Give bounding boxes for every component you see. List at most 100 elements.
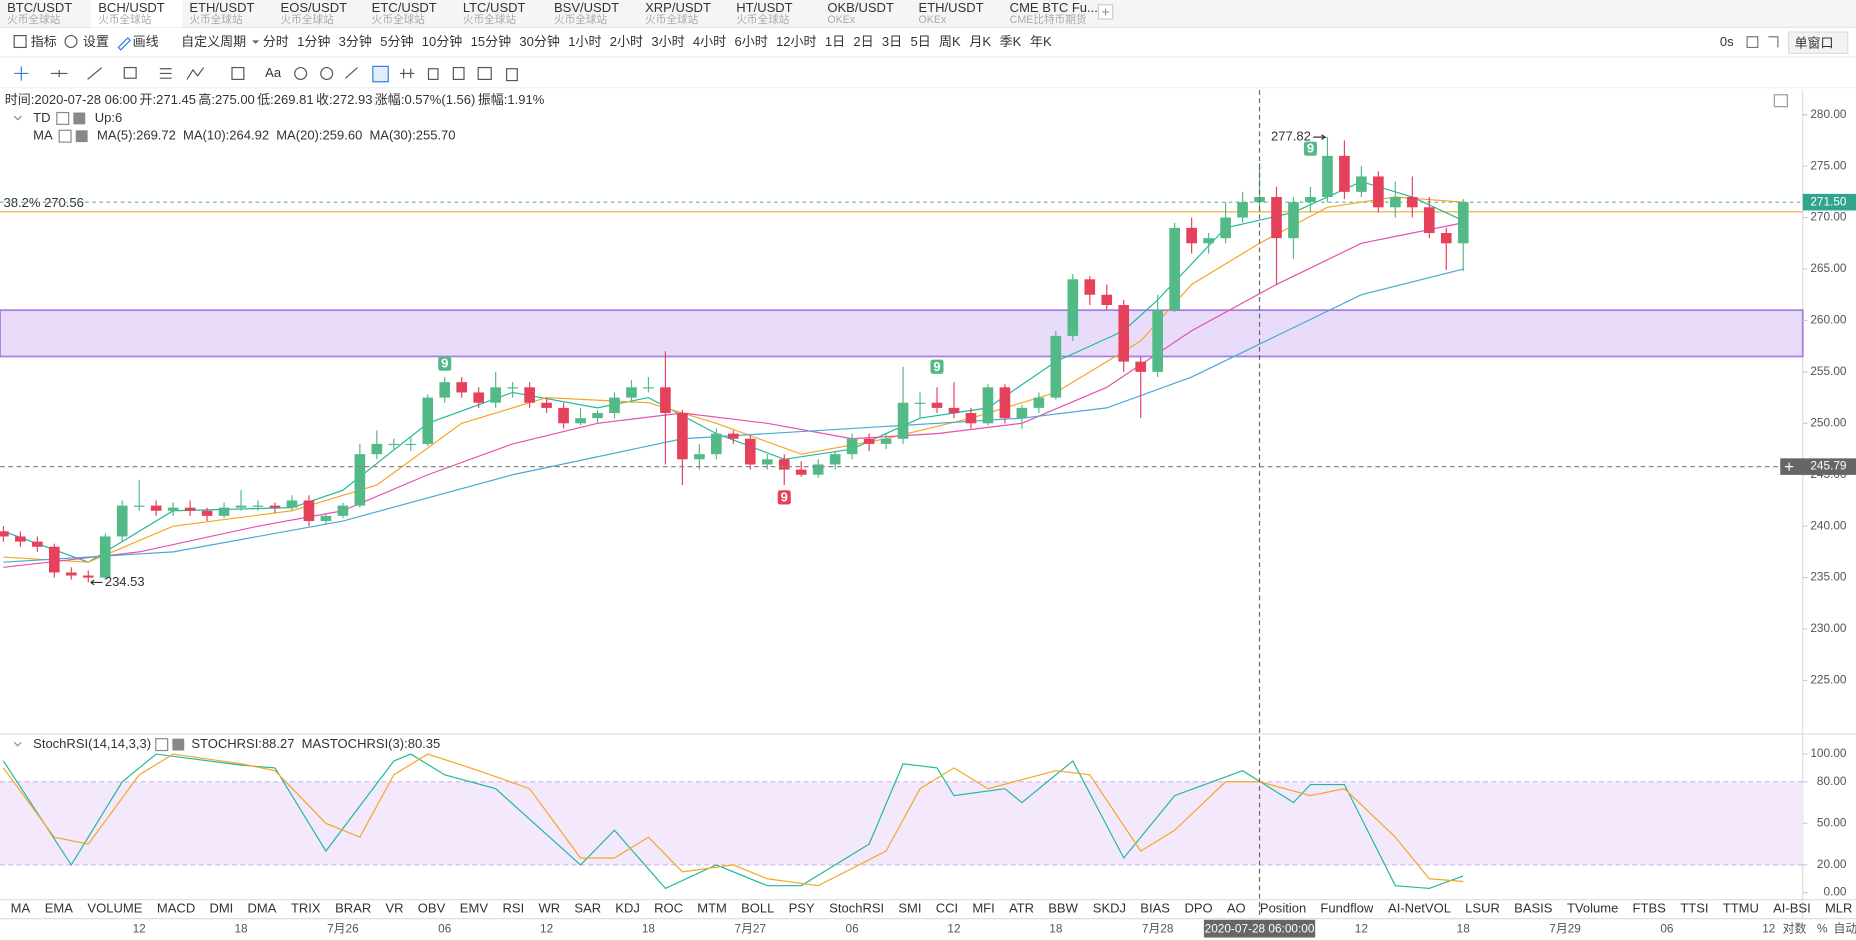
indicator-tab[interactable]: WR bbox=[538, 901, 560, 916]
tab-sub[interactable]: 火币全球站 bbox=[463, 13, 517, 26]
period-button[interactable]: 季K bbox=[1000, 34, 1022, 49]
indicator-tab[interactable]: ROC bbox=[654, 901, 683, 916]
indicator-tab[interactable]: DMA bbox=[248, 901, 277, 916]
period-button[interactable]: 10分钟 bbox=[422, 34, 463, 49]
indicator-tab[interactable]: SMI bbox=[898, 901, 921, 916]
indicator-tab[interactable]: TTMU bbox=[1723, 901, 1759, 916]
period-button[interactable]: 15分钟 bbox=[471, 34, 512, 49]
trendline-tool[interactable] bbox=[87, 67, 103, 80]
indicator-tab[interactable]: ATR bbox=[1009, 901, 1034, 916]
period-button[interactable]: 3分钟 bbox=[339, 34, 372, 49]
indicator-tab[interactable]: PSY bbox=[789, 901, 815, 916]
indicator-tab[interactable]: MLR bbox=[1825, 901, 1852, 916]
tab-name[interactable]: EOS/USDT bbox=[281, 0, 348, 15]
tab-name[interactable]: BCH/USDT bbox=[98, 0, 165, 15]
wave-tool[interactable] bbox=[186, 67, 205, 80]
magnet-tool[interactable] bbox=[294, 66, 308, 80]
lock2-tool[interactable] bbox=[427, 68, 439, 80]
indicator-tab[interactable]: VOLUME bbox=[87, 901, 142, 916]
settings-icon[interactable] bbox=[58, 129, 72, 143]
window-mode-box[interactable] bbox=[1787, 31, 1849, 54]
indicator-tab[interactable]: CCI bbox=[936, 901, 958, 916]
hide-tool[interactable] bbox=[477, 66, 492, 80]
period-button[interactable]: 5日 bbox=[910, 34, 930, 49]
period-button[interactable]: 分时 bbox=[263, 34, 289, 49]
settings-icon[interactable] bbox=[155, 738, 169, 752]
period-button[interactable]: 3日 bbox=[882, 34, 902, 49]
period-button[interactable]: 2小时 bbox=[610, 34, 643, 49]
tab-name[interactable]: XRP/USDT bbox=[645, 0, 711, 15]
pattern-tool[interactable] bbox=[400, 68, 415, 79]
indicator-tab[interactable]: SKDJ bbox=[1093, 901, 1126, 916]
period-button[interactable]: 月K bbox=[969, 34, 991, 49]
measure-tool[interactable] bbox=[231, 66, 245, 80]
crosshair-tool[interactable] bbox=[14, 66, 29, 81]
tab-name[interactable]: ETC/USDT bbox=[372, 0, 437, 15]
settings-icon[interactable] bbox=[56, 111, 70, 125]
indicator-tab[interactable]: TVolume bbox=[1567, 901, 1618, 916]
fullscreen-icon[interactable] bbox=[1773, 94, 1788, 108]
close-icon[interactable] bbox=[73, 112, 86, 125]
channel-tool[interactable] bbox=[159, 68, 172, 79]
custom-period[interactable]: 自定义周期 bbox=[181, 34, 246, 49]
close-icon[interactable] bbox=[172, 738, 185, 751]
period-button[interactable]: 年K bbox=[1030, 34, 1052, 49]
indicator-tab[interactable]: BBW bbox=[1048, 901, 1078, 916]
delete-tool[interactable] bbox=[506, 68, 518, 82]
period-button[interactable]: 6小时 bbox=[734, 34, 767, 49]
indicator-tab[interactable]: MACD bbox=[157, 901, 195, 916]
tool-button[interactable]: 设置 bbox=[83, 34, 109, 49]
indicator-tab[interactable]: Fundflow bbox=[1320, 901, 1373, 916]
indicator-tab[interactable]: BOLL bbox=[741, 901, 774, 916]
tab-sub[interactable]: 火币全球站 bbox=[736, 13, 790, 26]
indicator-tab[interactable]: KDJ bbox=[615, 901, 640, 916]
indicator-tab[interactable]: MA bbox=[11, 901, 31, 916]
text-tool[interactable]: Aa bbox=[265, 65, 282, 80]
tab-name[interactable]: OKB/USDT bbox=[827, 0, 894, 15]
indicator-tab[interactable]: BASIS bbox=[1514, 901, 1553, 916]
indicator-tab[interactable]: EMA bbox=[45, 901, 74, 916]
tab-name[interactable]: LTC/USDT bbox=[463, 0, 526, 15]
tab-name[interactable]: BTC/USDT bbox=[7, 0, 72, 15]
period-button[interactable]: 12小时 bbox=[776, 34, 817, 49]
axis-option[interactable]: 自动 bbox=[1834, 921, 1856, 935]
tab-name[interactable]: CME BTC Fu... bbox=[1010, 0, 1098, 15]
indicator-tab[interactable]: DMI bbox=[209, 901, 233, 916]
period-button[interactable]: 周K bbox=[939, 34, 961, 49]
indicator-tab[interactable]: StochRSI bbox=[829, 901, 884, 916]
tab-sub[interactable]: 火币全球站 bbox=[372, 13, 426, 26]
rect-tool[interactable] bbox=[123, 66, 137, 79]
tab-name[interactable]: HT/USDT bbox=[736, 0, 792, 15]
axis-option[interactable]: 对数 bbox=[1783, 921, 1807, 935]
tab-sub[interactable]: OKEx bbox=[827, 14, 855, 26]
indicator-tab[interactable]: OBV bbox=[418, 901, 446, 916]
indicator-tab[interactable]: BRAR bbox=[335, 901, 371, 916]
indicator-tab[interactable]: AI-BSI bbox=[1773, 901, 1811, 916]
indicator-tab[interactable]: LSUR bbox=[1465, 901, 1500, 916]
indicator-tab[interactable]: AO bbox=[1227, 901, 1246, 916]
tab-sub[interactable]: 火币全球站 bbox=[189, 13, 243, 26]
tab-name[interactable]: BSV/USDT bbox=[554, 0, 619, 15]
indicator-tab[interactable]: BIAS bbox=[1140, 901, 1170, 916]
indicator-tab[interactable]: AI-NetVOL bbox=[1388, 901, 1451, 916]
tab-sub[interactable]: 火币全球站 bbox=[554, 13, 608, 26]
tab-sub[interactable]: 火币全球站 bbox=[281, 13, 335, 26]
ruler-tool[interactable] bbox=[345, 67, 358, 79]
tool-button[interactable]: 指标 bbox=[31, 34, 57, 49]
tab-name[interactable]: ETH/USDT bbox=[189, 0, 254, 15]
tab-sub[interactable]: OKEx bbox=[919, 14, 947, 26]
period-button[interactable]: 5分钟 bbox=[380, 34, 413, 49]
draw-mode-tool[interactable] bbox=[372, 65, 389, 83]
hline-tool[interactable] bbox=[50, 69, 68, 78]
tab-sub[interactable]: 火币全球站 bbox=[98, 13, 152, 26]
indicator-tab[interactable]: FTBS bbox=[1633, 901, 1667, 916]
period-button[interactable]: 1分钟 bbox=[297, 34, 330, 49]
indicator-tab[interactable]: TTSI bbox=[1680, 901, 1708, 916]
indicator-tab[interactable]: SAR bbox=[574, 901, 601, 916]
period-button[interactable]: 1日 bbox=[825, 34, 845, 49]
lock-tool[interactable] bbox=[320, 66, 334, 80]
indicator-tab[interactable]: MTM bbox=[697, 901, 727, 916]
period-button[interactable]: 4小时 bbox=[693, 34, 726, 49]
tab-sub[interactable]: 火币全球站 bbox=[645, 13, 699, 26]
indicator-tab[interactable]: Position bbox=[1260, 901, 1306, 916]
